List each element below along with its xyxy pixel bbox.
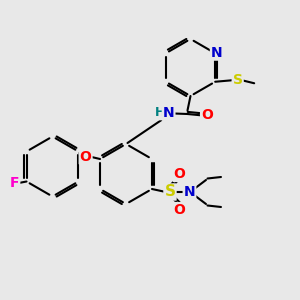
Text: O: O	[174, 203, 185, 217]
Text: O: O	[201, 109, 213, 122]
Text: S: S	[164, 184, 175, 200]
Text: S: S	[233, 73, 243, 87]
Text: O: O	[174, 167, 185, 181]
Text: N: N	[163, 106, 174, 120]
Text: N: N	[184, 185, 195, 199]
Text: H: H	[155, 106, 166, 119]
Text: N: N	[211, 46, 223, 60]
Text: O: O	[80, 150, 92, 164]
Text: F: F	[10, 176, 19, 190]
